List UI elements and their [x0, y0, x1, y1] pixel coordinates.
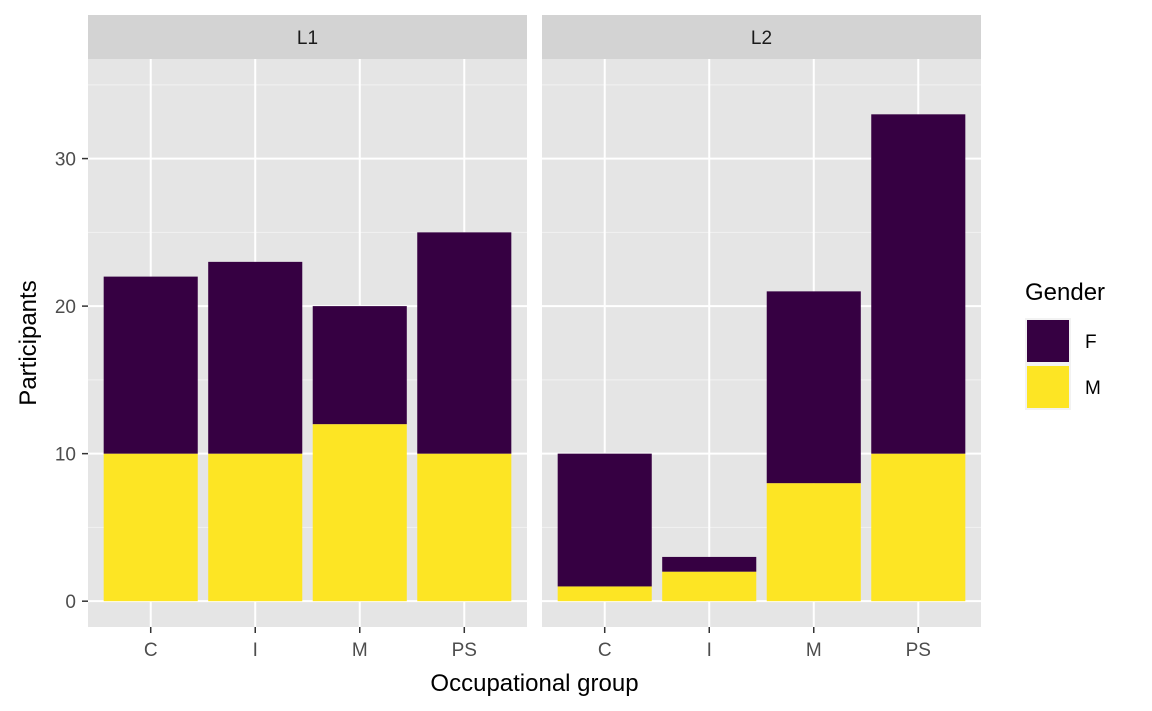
facet-strip-label: L1 [297, 28, 318, 49]
x-tick-label: C [598, 640, 612, 661]
x-tick-label: PS [452, 640, 477, 661]
legend-key-M [1027, 366, 1069, 408]
x-tick-label: PS [906, 640, 931, 661]
bar-L2-PS-M [871, 453, 966, 602]
bar-L2-C-F [557, 453, 652, 587]
y-tick-label: 30 [55, 150, 76, 171]
x-tick-label: I [707, 640, 712, 661]
x-tick-label: M [352, 640, 368, 661]
bar-L2-PS-F [871, 114, 966, 454]
y-tick-label: 0 [65, 592, 76, 613]
bar-L1-I-F [208, 261, 303, 454]
facet-strip-label: L2 [751, 28, 772, 49]
bar-L1-C-F [103, 276, 198, 454]
bar-L1-I-M [208, 453, 303, 602]
bar-L1-PS-M [417, 453, 512, 602]
facet-panel-L1: L1 C I M PS [88, 15, 527, 661]
y-axis-title: Participants [15, 280, 42, 405]
facet-strip [88, 15, 527, 59]
legend: Gender F M [1025, 279, 1105, 410]
facet-panel-L2: L2 C I M PS [542, 15, 981, 661]
bar-L1-M-F [312, 306, 407, 425]
bar-L2-C-M [557, 586, 652, 602]
x-axis-title: Occupational group [430, 670, 638, 697]
legend-label-M: M [1085, 378, 1101, 399]
bar-L1-M-M [312, 424, 407, 602]
bar-L2-M-M [766, 483, 861, 602]
x-tick-label: I [253, 640, 258, 661]
y-tick-label: 20 [55, 297, 76, 318]
legend-key-F [1027, 320, 1069, 362]
bar-L2-I-M [662, 571, 757, 602]
bar-L1-PS-F [417, 232, 512, 454]
legend-label-F: F [1085, 332, 1097, 353]
x-tick-label: C [144, 640, 158, 661]
x-tick-label: M [806, 640, 822, 661]
bar-L2-M-F [766, 291, 861, 484]
legend-title: Gender [1025, 279, 1105, 306]
y-tick-label: 10 [55, 445, 76, 466]
bar-L2-I-F [662, 556, 757, 572]
facet-strip [542, 15, 981, 59]
bar-L1-C-M [103, 453, 198, 602]
